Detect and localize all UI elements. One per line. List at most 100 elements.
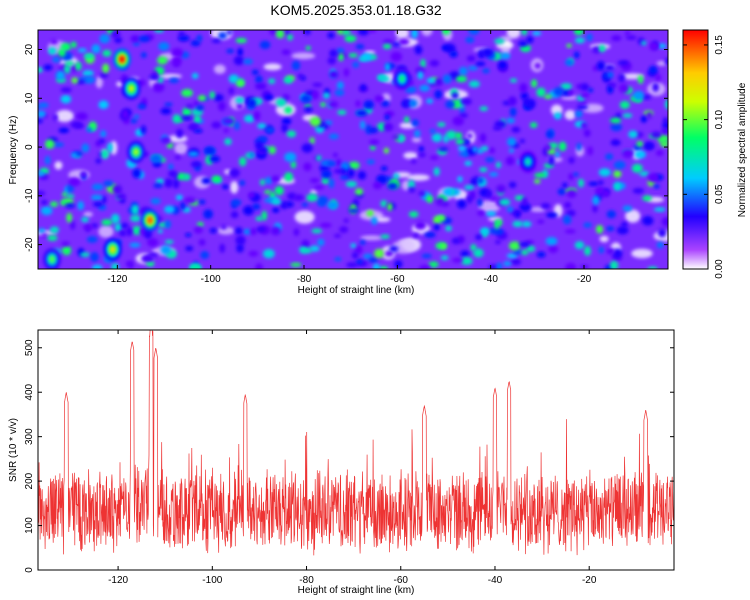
heatmap-cell: [414, 220, 427, 230]
heatmap-cell: [560, 83, 572, 90]
heatmap-cell: [328, 100, 339, 109]
heatmap-cell: [457, 145, 466, 152]
heatmap-cell: [102, 49, 112, 57]
heatmap-cell: [338, 53, 344, 62]
heatmap-cell: [592, 65, 599, 72]
heatmap-cell: [374, 95, 385, 103]
heatmap-cell: [77, 48, 87, 53]
heatmap-cell: [493, 228, 504, 236]
heatmap-cell: [218, 32, 227, 40]
heatmap-cell: [621, 148, 634, 159]
heatmap-cell: [438, 146, 449, 152]
heatmap-cell: [653, 207, 666, 212]
heatmap-cell: [663, 117, 668, 124]
heatmap-cell: [189, 123, 200, 129]
heatmap-cell: [586, 33, 593, 42]
heatmap-cell: [415, 66, 426, 75]
heatmap-cell: [265, 126, 275, 134]
heatmap-cell: [468, 80, 480, 88]
heatmap-cell: [573, 51, 580, 59]
heatmap-cell: [38, 228, 46, 234]
heatmap-cell: [505, 156, 515, 166]
heatmap-cell: [372, 181, 383, 190]
heatmap-cell: [576, 104, 589, 110]
heatmap-cell: [495, 184, 506, 194]
heatmap-cell: [228, 87, 235, 95]
heatmap-valley: [360, 235, 383, 241]
heatmap-cell: [164, 219, 171, 229]
heatmap-valley: [561, 95, 578, 100]
heatmap-cell: [506, 253, 518, 259]
heatmap-cell: [157, 229, 163, 234]
heatmap-cell: [177, 35, 190, 42]
heatmap-cell: [92, 201, 104, 207]
heatmap-cell: [348, 161, 360, 170]
heatmap-cell: [384, 114, 390, 121]
heatmap-cell: [219, 243, 226, 254]
heatmap-cell: [50, 38, 59, 45]
heatmap-cell: [426, 195, 434, 204]
heatmap-cell: [157, 77, 164, 84]
heatmap-cell: [44, 155, 51, 165]
heatmap-cell: [301, 143, 313, 153]
heatmap-cell: [201, 177, 211, 184]
heatmap-cell: [534, 62, 541, 69]
heatmap-cell: [368, 257, 379, 263]
heatmap-cell: [213, 93, 224, 102]
heatmap-cell: [300, 94, 312, 104]
heatmap-cell: [347, 168, 355, 178]
snr-x-ticks: -120 -100 -80 -60 -40 -20: [108, 330, 597, 586]
heatmap-cell: [421, 253, 432, 259]
heatmap-y-label: Frequency (Hz): [8, 116, 19, 185]
heatmap-cell: [632, 90, 645, 101]
heatmap-cell: [643, 141, 655, 151]
heatmap-cell: [379, 266, 389, 269]
heatmap-valley: [310, 189, 317, 195]
colorbar-ticks: 0.00 0.05 0.10 0.15: [683, 35, 725, 279]
heatmap-cell: [304, 30, 311, 35]
heatmap-cell: [360, 120, 366, 130]
heatmap-cell: [602, 189, 610, 198]
heatmap-cell: [441, 30, 451, 35]
heatmap-cell: [588, 181, 599, 186]
heatmap-cell: [619, 100, 630, 109]
heatmap-cell: [568, 156, 575, 164]
snr-series-line: [38, 330, 674, 556]
heatmap-cell: [489, 147, 496, 154]
heatmap-valley: [625, 209, 641, 223]
heatmap-cell: [90, 252, 99, 262]
heatmap-cell: [648, 65, 658, 75]
heatmap-cell: [518, 40, 528, 47]
chart-title: KOM5.2025.353.01.18.G32: [270, 2, 441, 18]
heatmap-cell: [41, 233, 48, 238]
heatmap-y-tick-label: 0: [24, 144, 35, 150]
heatmap-cell: [618, 73, 626, 83]
heatmap-valley: [213, 64, 226, 75]
snr-x-tick-label: -60: [394, 575, 409, 586]
heatmap-cell: [248, 250, 259, 257]
heatmap-cell: [649, 41, 659, 51]
heatmap-cell: [256, 226, 266, 233]
heatmap-cell: [196, 34, 203, 42]
heatmap-cell: [314, 185, 325, 190]
heatmap-cell: [326, 160, 337, 167]
heatmap-cell: [543, 94, 553, 100]
heatmap-cell: [545, 130, 554, 139]
heatmap-cell: [328, 70, 339, 79]
heatmap-cell: [112, 184, 123, 195]
heatmap-cell: [598, 246, 605, 254]
heatmap-cell: [71, 77, 79, 84]
heatmap-cell: [226, 48, 235, 54]
heatmap-cell: [156, 56, 168, 65]
heatmap-cell: [61, 241, 70, 247]
heatmap-cell: [408, 211, 419, 218]
heatmap-cell: [138, 35, 151, 43]
heatmap-cell: [319, 222, 332, 228]
heatmap-cell: [348, 208, 359, 214]
heatmap-cell: [440, 243, 447, 250]
heatmap-cell: [111, 262, 120, 269]
heatmap-cell: [419, 84, 430, 92]
heatmap-cell: [408, 179, 415, 190]
heatmap-x-label: Height of straight line (km): [298, 285, 415, 296]
heatmap-cell: [519, 138, 526, 144]
